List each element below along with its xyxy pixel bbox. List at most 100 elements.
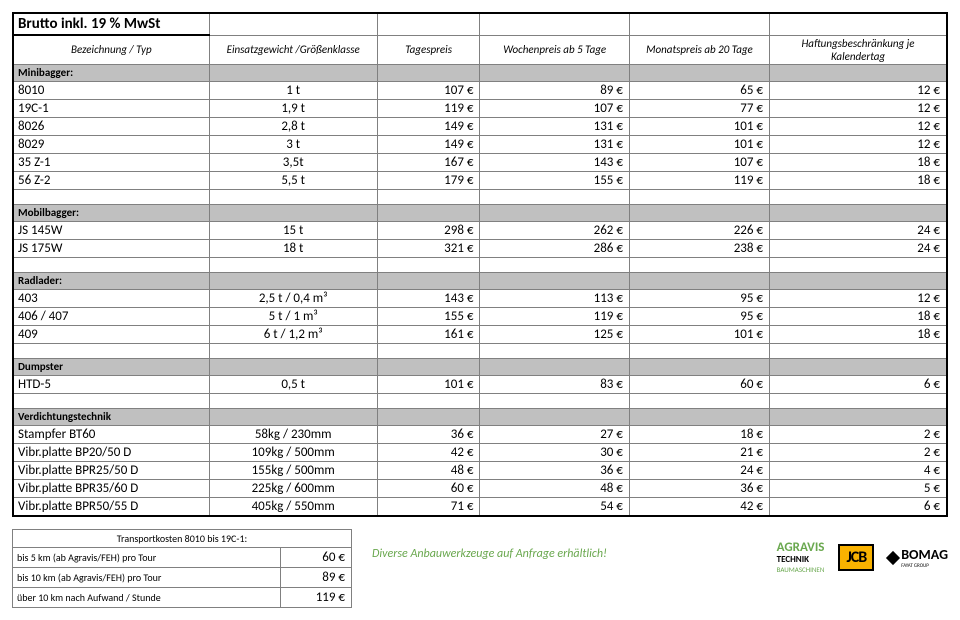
col-header: Bezeichnung / Typ bbox=[13, 35, 209, 64]
cell-gew: 2,5 t / 0,4 m³ bbox=[209, 289, 377, 307]
table-row: 35 Z-13,5t167 €143 €107 €18 € bbox=[13, 153, 947, 171]
cell-monat: 36 € bbox=[629, 479, 769, 497]
cell-woche: 113 € bbox=[480, 289, 629, 307]
cell-typ: 35 Z-1 bbox=[13, 153, 209, 171]
cell-woche: 30 € bbox=[480, 443, 629, 461]
cell-monat: 238 € bbox=[629, 239, 769, 257]
cell-gew: 225kg / 600mm bbox=[209, 479, 377, 497]
cell-woche: 286 € bbox=[480, 239, 629, 257]
cell-haft: 4 € bbox=[770, 461, 948, 479]
transport-table: Transportkosten 8010 bis 19C-1: bis 5 km… bbox=[12, 529, 352, 608]
bottom-area: Transportkosten 8010 bis 19C-1: bis 5 km… bbox=[12, 529, 948, 608]
cell-woche: 131 € bbox=[480, 135, 629, 153]
spacer-row bbox=[13, 189, 947, 204]
cell-woche: 131 € bbox=[480, 117, 629, 135]
table-title: Brutto inkl. 19 % MwSt bbox=[13, 13, 209, 35]
cell-woche: 119 € bbox=[480, 307, 629, 325]
cell-monat: 107 € bbox=[629, 153, 769, 171]
cell-gew: 405kg / 550mm bbox=[209, 497, 377, 516]
cell-tag: 149 € bbox=[377, 135, 480, 153]
cell-typ: Vibr.platte BPR35/60 D bbox=[13, 479, 209, 497]
cell-typ: Vibr.platte BP20/50 D bbox=[13, 443, 209, 461]
section-label: Minibagger: bbox=[13, 64, 209, 81]
table-row: 80293 t149 €131 €101 €12 € bbox=[13, 135, 947, 153]
cell-typ: JS 145W bbox=[13, 221, 209, 239]
cell-typ: 56 Z-2 bbox=[13, 171, 209, 189]
cell-tag: 161 € bbox=[377, 325, 480, 343]
cell-typ: 8026 bbox=[13, 117, 209, 135]
section-header: Mobilbagger: bbox=[13, 204, 947, 221]
section-header: Verdichtungstechnik bbox=[13, 408, 947, 425]
cell-haft: 24 € bbox=[770, 239, 948, 257]
table-row: Vibr.platte BPR35/60 D225kg / 600mm60 €4… bbox=[13, 479, 947, 497]
table-row: 4096 t / 1,2 m³161 €125 €101 €18 € bbox=[13, 325, 947, 343]
cell-monat: 42 € bbox=[629, 497, 769, 516]
cell-typ: 403 bbox=[13, 289, 209, 307]
cell-monat: 60 € bbox=[629, 375, 769, 393]
transport-title: Transportkosten 8010 bis 19C-1: bbox=[13, 529, 352, 547]
cell-gew: 109kg / 500mm bbox=[209, 443, 377, 461]
cell-gew: 18 t bbox=[209, 239, 377, 257]
cell-typ: Vibr.platte BPR25/50 D bbox=[13, 461, 209, 479]
cell-haft: 12 € bbox=[770, 289, 948, 307]
cell-tag: 48 € bbox=[377, 461, 480, 479]
cell-monat: 226 € bbox=[629, 221, 769, 239]
col-header: Wochenpreis ab 5 Tage bbox=[480, 35, 629, 64]
spacer-row bbox=[13, 343, 947, 358]
cell-woche: 89 € bbox=[480, 81, 629, 99]
section-label: Radlader: bbox=[13, 272, 209, 289]
section-label: Verdichtungstechnik bbox=[13, 408, 209, 425]
cell-haft: 6 € bbox=[770, 497, 948, 516]
bomag-logo: BOMAG FAYAT GROUP bbox=[888, 546, 948, 569]
col-header: Einsatzgewicht /Größenklasse bbox=[209, 35, 377, 64]
cell-tag: 42 € bbox=[377, 443, 480, 461]
table-row: 406 / 4075 t / 1 m³155 €119 €95 €18 € bbox=[13, 307, 947, 325]
cell-gew: 15 t bbox=[209, 221, 377, 239]
cell-typ: JS 175W bbox=[13, 239, 209, 257]
jcb-logo: JCB bbox=[838, 544, 874, 571]
cell-monat: 101 € bbox=[629, 325, 769, 343]
cell-tag: 179 € bbox=[377, 171, 480, 189]
price-table: Brutto inkl. 19 % MwSt Bezeichnung / Typ… bbox=[12, 12, 948, 517]
cell-typ: 409 bbox=[13, 325, 209, 343]
table-row: JS 145W15 t298 €262 €226 €24 € bbox=[13, 221, 947, 239]
table-row: Stampfer BT6058kg / 230mm36 €27 €18 €2 € bbox=[13, 425, 947, 443]
cell-monat: 101 € bbox=[629, 135, 769, 153]
transport-row: über 10 km nach Aufwand / Stunde119 € bbox=[13, 587, 352, 607]
cell-monat: 24 € bbox=[629, 461, 769, 479]
cell-haft: 12 € bbox=[770, 117, 948, 135]
col-header: Tagespreis bbox=[377, 35, 480, 64]
cell-gew: 2,8 t bbox=[209, 117, 377, 135]
cell-tag: 107 € bbox=[377, 81, 480, 99]
transport-row: bis 10 km (ab Agravis/FEH) pro Tour89 € bbox=[13, 567, 352, 587]
cell-haft: 18 € bbox=[770, 307, 948, 325]
cell-tag: 298 € bbox=[377, 221, 480, 239]
cell-typ: 8029 bbox=[13, 135, 209, 153]
cell-woche: 36 € bbox=[480, 461, 629, 479]
cell-woche: 125 € bbox=[480, 325, 629, 343]
logo-strip: AGRAVIS TECHNIK BAUMASCHINEN JCB BOMAG F… bbox=[777, 541, 948, 575]
cell-typ: HTD-5 bbox=[13, 375, 209, 393]
cell-gew: 0,5 t bbox=[209, 375, 377, 393]
section-label: Dumpster bbox=[13, 358, 209, 375]
spacer-row bbox=[13, 393, 947, 408]
table-row: 19C-11,9 t119 €107 €77 €12 € bbox=[13, 99, 947, 117]
table-row: 80101 t107 €89 €65 €12 € bbox=[13, 81, 947, 99]
cell-gew: 3 t bbox=[209, 135, 377, 153]
cell-monat: 65 € bbox=[629, 81, 769, 99]
cell-haft: 12 € bbox=[770, 81, 948, 99]
cell-gew: 155kg / 500mm bbox=[209, 461, 377, 479]
cell-tag: 36 € bbox=[377, 425, 480, 443]
cell-tag: 321 € bbox=[377, 239, 480, 257]
section-label: Mobilbagger: bbox=[13, 204, 209, 221]
cell-monat: 101 € bbox=[629, 117, 769, 135]
section-header: Radlader: bbox=[13, 272, 947, 289]
cell-haft: 5 € bbox=[770, 479, 948, 497]
cell-tag: 101 € bbox=[377, 375, 480, 393]
spacer-row bbox=[13, 257, 947, 272]
cell-monat: 18 € bbox=[629, 425, 769, 443]
cell-woche: 54 € bbox=[480, 497, 629, 516]
table-row: Vibr.platte BP20/50 D109kg / 500mm42 €30… bbox=[13, 443, 947, 461]
cell-haft: 12 € bbox=[770, 135, 948, 153]
cell-gew: 1 t bbox=[209, 81, 377, 99]
